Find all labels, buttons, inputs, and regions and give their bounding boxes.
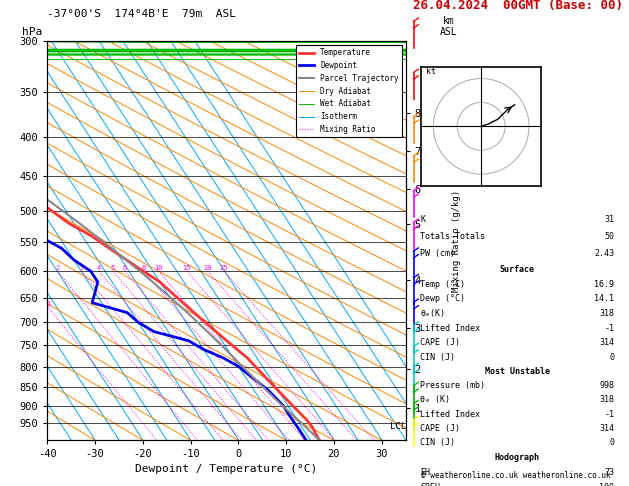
Text: 318: 318	[599, 309, 615, 318]
Text: Lifted Index: Lifted Index	[420, 410, 481, 418]
Legend: Temperature, Dewpoint, Parcel Trajectory, Dry Adiabat, Wet Adiabat, Isotherm, Mi: Temperature, Dewpoint, Parcel Trajectory…	[296, 45, 402, 137]
Text: 10: 10	[155, 265, 163, 271]
Text: 3: 3	[79, 265, 84, 271]
Text: 4: 4	[97, 265, 101, 271]
Text: 8: 8	[142, 265, 146, 271]
Text: 998: 998	[599, 381, 615, 390]
Text: PW (cm): PW (cm)	[420, 249, 455, 259]
Text: K: K	[420, 215, 425, 225]
Text: 0: 0	[610, 438, 615, 447]
Text: Temp (°C): Temp (°C)	[420, 280, 465, 289]
Text: Lifted Index: Lifted Index	[420, 324, 481, 332]
Text: -1: -1	[604, 324, 615, 332]
Text: CIN (J): CIN (J)	[420, 438, 455, 447]
Text: Pressure (mb): Pressure (mb)	[420, 381, 486, 390]
Text: 314: 314	[599, 424, 615, 433]
Text: Dewp (°C): Dewp (°C)	[420, 295, 465, 303]
Text: Surface: Surface	[500, 265, 535, 274]
Text: © weatheronline.co.uk weatheronline.co.uk: © weatheronline.co.uk weatheronline.co.u…	[421, 471, 611, 480]
Text: 2.43: 2.43	[594, 249, 615, 259]
Text: kt: kt	[426, 67, 436, 76]
Text: LCL: LCL	[389, 422, 406, 431]
Text: km
ASL: km ASL	[440, 16, 457, 37]
Text: CAPE (J): CAPE (J)	[420, 338, 460, 347]
Text: Most Unstable: Most Unstable	[485, 367, 550, 376]
Text: hPa: hPa	[22, 27, 42, 37]
Text: CIN (J): CIN (J)	[420, 353, 455, 362]
Text: 73: 73	[604, 468, 615, 477]
Text: 1: 1	[46, 301, 50, 307]
Text: 20: 20	[203, 265, 212, 271]
Text: θₑ(K): θₑ(K)	[420, 309, 445, 318]
Text: CAPE (J): CAPE (J)	[420, 424, 460, 433]
Text: 314: 314	[599, 338, 615, 347]
Text: SREH: SREH	[420, 483, 440, 486]
Text: 318: 318	[599, 396, 615, 404]
Text: θₑ (K): θₑ (K)	[420, 396, 450, 404]
Text: 14.1: 14.1	[594, 295, 615, 303]
Text: 100: 100	[599, 483, 615, 486]
Text: 2: 2	[55, 265, 60, 271]
Text: 31: 31	[604, 215, 615, 225]
Text: Totals Totals: Totals Totals	[420, 232, 486, 242]
Text: -1: -1	[604, 410, 615, 418]
Text: 5: 5	[111, 265, 115, 271]
Text: 16.9: 16.9	[594, 280, 615, 289]
Text: 6: 6	[123, 265, 127, 271]
Text: 15: 15	[182, 265, 191, 271]
Text: 26.04.2024  00GMT (Base: 00): 26.04.2024 00GMT (Base: 00)	[413, 0, 623, 12]
Text: EH: EH	[420, 468, 430, 477]
Text: 0: 0	[610, 353, 615, 362]
X-axis label: Dewpoint / Temperature (°C): Dewpoint / Temperature (°C)	[135, 465, 318, 474]
Text: Mixing Ratio (g/kg): Mixing Ratio (g/kg)	[452, 190, 461, 292]
Text: Hodograph: Hodograph	[495, 452, 540, 462]
Text: 50: 50	[604, 232, 615, 242]
Text: -37°00'S  174°4B'E  79m  ASL: -37°00'S 174°4B'E 79m ASL	[47, 9, 236, 19]
Text: 25: 25	[220, 265, 228, 271]
